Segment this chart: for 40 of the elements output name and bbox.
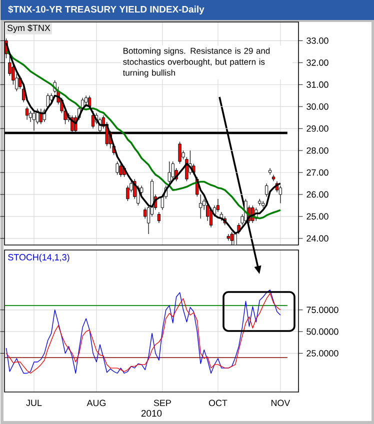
x-tick-label: OCT — [208, 400, 227, 406]
y-tick-label: 28.00 — [306, 147, 328, 154]
y-tick-label: 24.00 — [306, 235, 328, 242]
candlestick — [91, 110, 94, 129]
candlestick — [206, 200, 209, 222]
candlestick — [168, 161, 171, 184]
y-tick-label: 33.00 — [306, 37, 328, 44]
candlestick — [118, 163, 122, 178]
candlestick — [264, 183, 268, 197]
annotation: Sym $TNX — [7, 24, 50, 33]
candlestick — [46, 93, 50, 110]
y-tick-label: 75.0000 — [306, 306, 338, 314]
y-tick-label: 25.0000 — [306, 350, 338, 356]
candlestick — [25, 106, 28, 120]
candlestick — [157, 212, 160, 224]
candlestick — [178, 141, 182, 164]
y-tick-label: 30.00 — [306, 103, 328, 110]
candlestick — [272, 174, 275, 182]
candlestick — [28, 110, 32, 122]
annotation: Bottoming signs. Resistance is 29 and stochastics overbought, but pattern is turning bullish — [122, 48, 270, 78]
x-tick-label: AUG — [86, 400, 106, 406]
y-tick-label: 29.00 — [306, 125, 328, 132]
chart-title: STOCH(14,1,3) — [8, 254, 69, 262]
chart-title: $TNX-10-YR TREASURY YIELD INDEX-Daily — [8, 6, 204, 14]
candlestick — [216, 198, 220, 212]
y-tick-label: 32.00 — [306, 59, 328, 66]
y-tick-label: 25.00 — [306, 213, 328, 220]
y-tick-label: 27.00 — [306, 169, 328, 176]
y-tick-label: 26.00 — [306, 191, 328, 198]
x-tick-label: NOV — [271, 400, 290, 406]
candlestick — [126, 185, 130, 202]
x-tick-label: JUL — [26, 400, 42, 406]
y-tick-label: 50.0000 — [306, 328, 338, 335]
candlestick — [115, 161, 119, 175]
x-tick-label: SEP — [154, 400, 171, 406]
candlestick — [39, 108, 42, 124]
candlestick — [84, 95, 88, 107]
x-axis-title: 2010 — [141, 410, 162, 417]
candlestick — [171, 161, 174, 180]
y-tick-label: 31.00 — [306, 81, 328, 88]
